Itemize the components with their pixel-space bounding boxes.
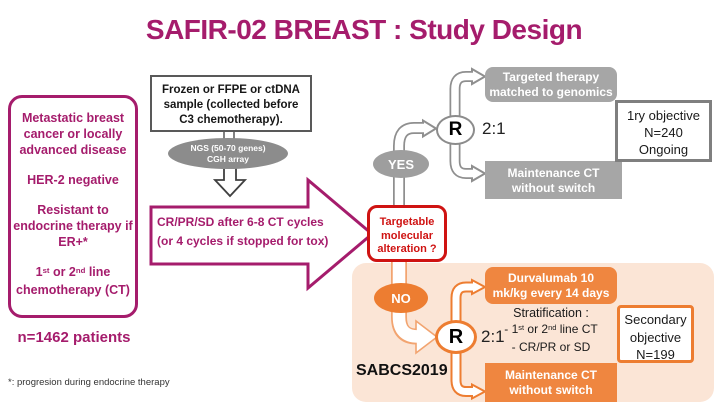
- targeted-therapy-box: Targeted therapy matched to genomics: [485, 67, 617, 102]
- maintenance-top-box: Maintenance CT without switch: [485, 161, 622, 199]
- stratification-block: Stratification : - 1st or 2nd line CT - …: [486, 305, 616, 355]
- primary-objective-line-1: 1ry objective: [627, 108, 700, 123]
- eligibility-line-3: Resistant to endocrine therapy if ER+*: [13, 203, 133, 249]
- primary-objective-line-2: N=240: [644, 125, 683, 140]
- response-line-2: (or 4 cycles if stopped for tox): [157, 234, 329, 248]
- sample-box: Frozen or FFPE or ctDNA sample (collecte…: [150, 75, 312, 132]
- decision-line-1: Targetable: [379, 216, 435, 228]
- r-to-maintenance2-arrow: [450, 351, 488, 401]
- r-to-maintenance-arrow: [449, 142, 488, 183]
- stratification-title: Stratification :: [513, 306, 589, 320]
- maintenance-bottom-line-2: without switch: [509, 383, 593, 397]
- secondary-objective-line-3: N=199: [636, 347, 675, 362]
- ratio-bottom: 2:1: [481, 327, 505, 346]
- eligibility-box: Metastatic breast cancer or locally adva…: [8, 95, 138, 318]
- targeted-line-1: Targeted therapy: [502, 70, 600, 84]
- primary-objective-box: 1ry objective N=240 Ongoing: [615, 100, 712, 162]
- randomization-bottom: R: [435, 320, 477, 354]
- footnote: *: progresion during endocrine therapy: [8, 377, 170, 388]
- maintenance-bottom-box: Maintenance CT without switch: [485, 363, 617, 402]
- yes-label: YES: [373, 150, 429, 178]
- conference-label: SABCS2019: [356, 362, 448, 379]
- sample-line-2: sample (collected before: [163, 99, 299, 111]
- secondary-objective-line-1: Secondary: [624, 312, 687, 327]
- response-arrow-shape: [149, 176, 375, 292]
- sample-line-1: Frozen or FFPE or ctDNA: [161, 84, 300, 96]
- secondary-objective-line-2: objective: [629, 329, 682, 345]
- r-to-durvalumab-arrow: [450, 278, 488, 323]
- page-title: SAFIR-02 BREAST : Study Design: [145, 14, 583, 45]
- eligibility-line-1: Metastatic breast cancer or locally adva…: [19, 111, 127, 157]
- ngs-line-1: NGS (50-70 genes): [190, 143, 266, 153]
- sample-line-3: C3 chemotherapy).: [179, 114, 283, 126]
- maintenance-top-line-1: Maintenance CT: [507, 166, 600, 180]
- durvalumab-line-2: mk/kg every 14 days: [492, 286, 610, 300]
- yes-to-r-arrow: [393, 118, 438, 207]
- decision-box: Targetable molecular alteration ?: [367, 205, 447, 262]
- decision-line-3: alteration ?: [377, 243, 437, 255]
- maintenance-bottom-line-1: Maintenance CT: [504, 368, 597, 382]
- response-line-1: CR/PR/SD after 6-8 CT cycles: [157, 215, 324, 229]
- ngs-down-arrow: [212, 164, 248, 198]
- stratification-item-2: - CR/PR or SD: [511, 340, 591, 354]
- durvalumab-line-1: Durvalumab 10: [507, 271, 595, 285]
- no-label: NO: [374, 283, 428, 313]
- ratio-top: 2:1: [482, 119, 506, 138]
- randomization-top: R: [436, 115, 475, 145]
- durvalumab-box: Durvalumab 10 mk/kg every 14 days: [485, 267, 617, 304]
- maintenance-top-line-2: without switch: [511, 181, 596, 195]
- decision-line-2: molecular: [381, 229, 433, 242]
- eligibility-line-4: 1st or 2nd line chemotherapy (CT): [16, 265, 130, 297]
- response-arrow-text: CR/PR/SD after 6-8 CT cycles (or 4 cycle…: [157, 213, 335, 251]
- ngs-line-2: CGH array: [206, 154, 250, 164]
- no-to-r-arrow: [391, 256, 439, 355]
- primary-objective-line-3: Ongoing: [638, 142, 689, 157]
- stratification-item-1: - 1st or 2nd line CT: [504, 322, 598, 336]
- n-patients-label: n=1462 patients: [17, 329, 131, 346]
- targeted-line-2: matched to genomics: [489, 85, 613, 99]
- r-to-targeted-arrow: [449, 67, 488, 118]
- eligibility-line-2: HER-2 negative: [27, 173, 119, 187]
- secondary-objective-box: Secondary objective N=199: [617, 305, 694, 363]
- ngs-ellipse: NGS (50-70 genes) CGH array: [168, 138, 288, 169]
